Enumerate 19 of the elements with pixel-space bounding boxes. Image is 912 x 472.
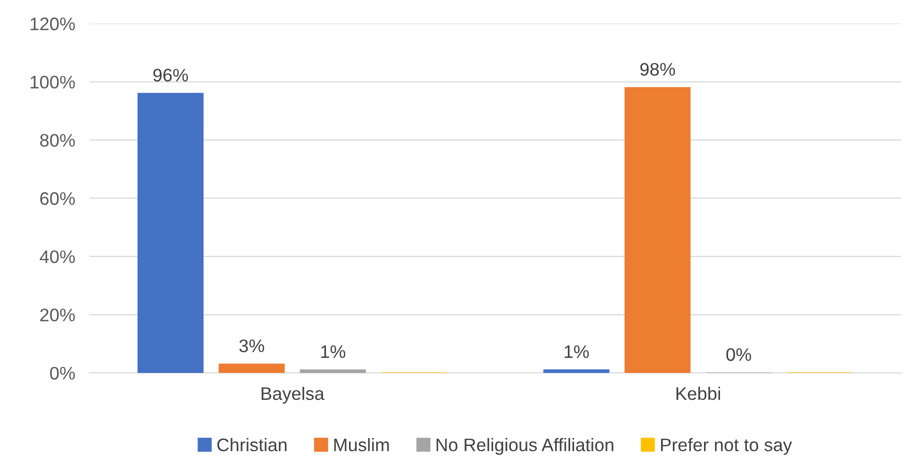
data-label: 96% xyxy=(153,68,188,82)
legend-label: No Religious Affiliation xyxy=(436,438,614,455)
data-label: 1% xyxy=(321,345,346,358)
y-tick-label: 100% xyxy=(30,76,75,89)
legend-label: Christian xyxy=(217,438,287,452)
data-label: 3% xyxy=(239,339,264,352)
x-tick-label: Kebbi xyxy=(676,386,720,400)
y-tick-label: 0% xyxy=(50,366,75,380)
data-label: 1% xyxy=(564,345,589,358)
y-tick-label: 40% xyxy=(40,250,75,264)
legend-label: Prefer not to say xyxy=(661,438,792,455)
legend-label: Muslim xyxy=(334,438,389,452)
data-label: 0% xyxy=(726,348,752,361)
x-tick-label: Bayelsa xyxy=(262,386,324,404)
y-tick-label: 80% xyxy=(40,134,75,147)
y-tick-label: 20% xyxy=(40,308,75,322)
data-label: 98% xyxy=(640,62,675,76)
y-tick-label: 60% xyxy=(40,192,75,205)
y-tick-label: 120% xyxy=(30,18,75,30)
